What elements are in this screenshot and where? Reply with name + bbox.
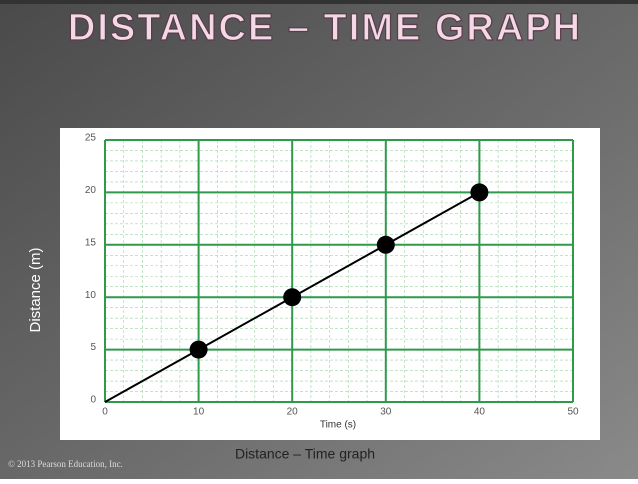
x-tick-label: 10	[193, 407, 205, 418]
data-point	[470, 183, 489, 202]
y-tick-label: 5	[90, 342, 96, 353]
x-tick-label: 50	[567, 407, 579, 418]
data-point	[283, 288, 302, 307]
x-tick-label: 40	[474, 407, 486, 418]
y-tick-label: 0	[90, 395, 96, 406]
data-point	[189, 340, 208, 359]
chart-caption: Distance – Time graph	[235, 446, 375, 462]
x-tick-label: 0	[102, 407, 108, 418]
y-tick-label: 15	[85, 237, 97, 248]
plot: 0 10 20 30 40 50 0 5 10 15 20 25	[85, 133, 579, 418]
x-tick-label: 20	[287, 407, 299, 418]
y-tick-label: 10	[85, 290, 97, 301]
chart-background	[60, 128, 600, 440]
x-axis-label: Time (s)	[320, 420, 356, 431]
slide-title: DISTANCE – TIME GRAPH	[68, 7, 582, 49]
x-tick-label: 30	[380, 407, 392, 418]
y-axis-label: Distance (m)	[27, 247, 44, 332]
copyright: © 2013 Pearson Education, Inc.	[8, 459, 123, 469]
top-border	[0, 0, 638, 4]
y-tick-label: 20	[85, 185, 97, 196]
y-tick-label: 25	[85, 133, 97, 144]
data-point	[376, 235, 395, 254]
